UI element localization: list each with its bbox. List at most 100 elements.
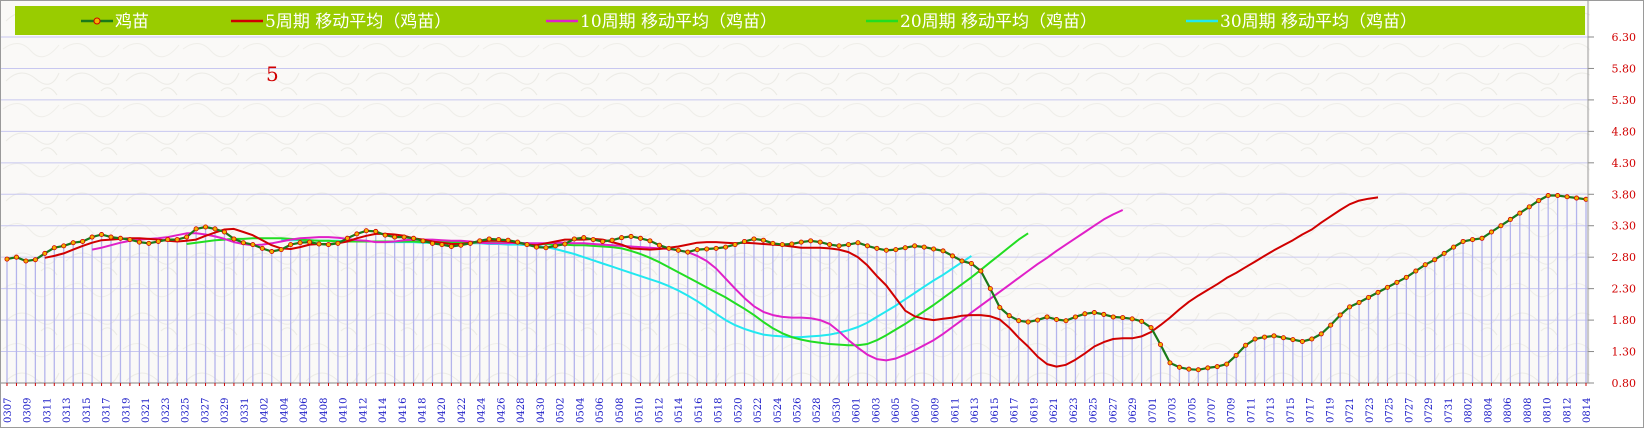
xtick-label: 0412 bbox=[358, 398, 369, 423]
price-point bbox=[212, 226, 218, 232]
price-point bbox=[590, 237, 596, 243]
price-point bbox=[1498, 223, 1504, 229]
xtick-label: 0418 bbox=[417, 398, 428, 423]
price-point bbox=[1233, 352, 1239, 358]
price-point bbox=[269, 249, 275, 255]
ytick-label: 2.80 bbox=[1612, 251, 1637, 264]
price-point bbox=[439, 242, 445, 248]
price-point bbox=[1252, 336, 1258, 342]
xtick-label: 0518 bbox=[714, 398, 725, 423]
xtick-label: 0804 bbox=[1483, 398, 1494, 423]
price-point bbox=[1176, 364, 1182, 370]
series-line-2 bbox=[91, 209, 1124, 362]
price-point bbox=[477, 238, 483, 244]
price-point bbox=[1555, 193, 1561, 199]
price-point bbox=[921, 244, 927, 250]
price-point bbox=[1035, 317, 1041, 323]
price-point bbox=[562, 241, 568, 247]
price-point bbox=[1129, 316, 1135, 322]
price-point bbox=[1243, 342, 1249, 348]
xtick-label: 0309 bbox=[23, 398, 34, 423]
xtick-label: 0514 bbox=[674, 398, 685, 423]
legend-entry: 5周期 移动平均（鸡苗） bbox=[265, 12, 451, 32]
price-point bbox=[959, 258, 965, 264]
price-point bbox=[751, 236, 757, 242]
price-point bbox=[789, 241, 795, 247]
price-point bbox=[1006, 313, 1012, 319]
xtick-label: 0319 bbox=[121, 398, 132, 423]
price-point bbox=[950, 253, 956, 259]
price-point bbox=[13, 254, 19, 260]
price-point bbox=[1451, 244, 1457, 250]
price-point bbox=[1384, 284, 1390, 290]
xtick-label: 0627 bbox=[1108, 398, 1119, 423]
price-point bbox=[42, 250, 48, 256]
price-point bbox=[1337, 312, 1343, 318]
legend: 鸡苗 5周期 移动平均（鸡苗） 10周期 移动平均（鸡苗） 20周期 移动平均（鸡苗）… bbox=[15, 6, 1585, 35]
price-point bbox=[486, 236, 492, 242]
price-point bbox=[855, 240, 861, 246]
xtick-label: 0812 bbox=[1562, 398, 1573, 423]
ytick-label: 5.30 bbox=[1612, 94, 1637, 107]
price-point bbox=[373, 228, 379, 234]
price-point bbox=[1413, 268, 1419, 274]
price-point bbox=[827, 242, 833, 248]
price-point bbox=[127, 237, 133, 243]
price-point bbox=[458, 242, 464, 248]
price-point bbox=[637, 235, 643, 241]
price-point bbox=[760, 237, 766, 243]
plot-background bbox=[1, 1, 1590, 384]
price-point bbox=[4, 256, 10, 262]
xtick-label: 0428 bbox=[516, 398, 527, 423]
price-point bbox=[23, 258, 29, 264]
price-point bbox=[1488, 229, 1494, 235]
price-point bbox=[1366, 294, 1372, 300]
xtick-label: 0719 bbox=[1325, 398, 1336, 423]
price-point bbox=[581, 235, 587, 241]
price-point bbox=[1224, 361, 1230, 367]
price-point bbox=[619, 235, 625, 241]
xtick-label: 0512 bbox=[654, 398, 665, 423]
price-point bbox=[325, 242, 331, 248]
xtick-label: 0711 bbox=[1246, 398, 1257, 423]
ytick-label: 5.80 bbox=[1612, 62, 1637, 75]
price-point bbox=[288, 242, 294, 248]
price-point bbox=[1403, 274, 1409, 280]
price-point bbox=[505, 237, 511, 243]
xtick-label: 0611 bbox=[950, 398, 961, 423]
xtick-label: 0410 bbox=[339, 398, 350, 423]
price-point bbox=[1195, 367, 1201, 373]
price-point bbox=[80, 238, 86, 244]
price-point bbox=[1016, 318, 1022, 324]
price-point bbox=[704, 246, 710, 252]
xtick-label: 0325 bbox=[181, 398, 192, 423]
xtick-label: 0623 bbox=[1069, 398, 1080, 423]
price-point bbox=[382, 232, 388, 238]
ytick-label: 4.30 bbox=[1612, 157, 1637, 170]
price-point bbox=[987, 286, 993, 292]
xtick-label: 0701 bbox=[1148, 398, 1159, 423]
price-point bbox=[401, 234, 407, 240]
xtick-label: 0709 bbox=[1227, 398, 1238, 423]
ytick-label: 6.30 bbox=[1612, 31, 1637, 44]
price-point bbox=[1063, 318, 1069, 324]
price-point bbox=[779, 242, 785, 248]
price-point bbox=[571, 236, 577, 242]
price-point bbox=[656, 242, 662, 248]
xtick-label: 0510 bbox=[635, 398, 646, 423]
price-point bbox=[770, 240, 776, 246]
xtick-label: 0424 bbox=[477, 398, 488, 423]
xtick-label: 0530 bbox=[832, 398, 843, 423]
series-line-3 bbox=[186, 232, 1029, 347]
xtick-label: 0802 bbox=[1464, 398, 1475, 423]
price-point bbox=[1432, 257, 1438, 263]
xtick-label: 0619 bbox=[1029, 398, 1040, 423]
price-point bbox=[1507, 216, 1513, 222]
price-point bbox=[874, 245, 880, 251]
price-point bbox=[1356, 299, 1362, 305]
xtick-label: 0723 bbox=[1365, 398, 1376, 423]
price-point bbox=[1583, 196, 1589, 202]
price-point bbox=[1422, 262, 1428, 268]
price-point bbox=[600, 238, 606, 244]
